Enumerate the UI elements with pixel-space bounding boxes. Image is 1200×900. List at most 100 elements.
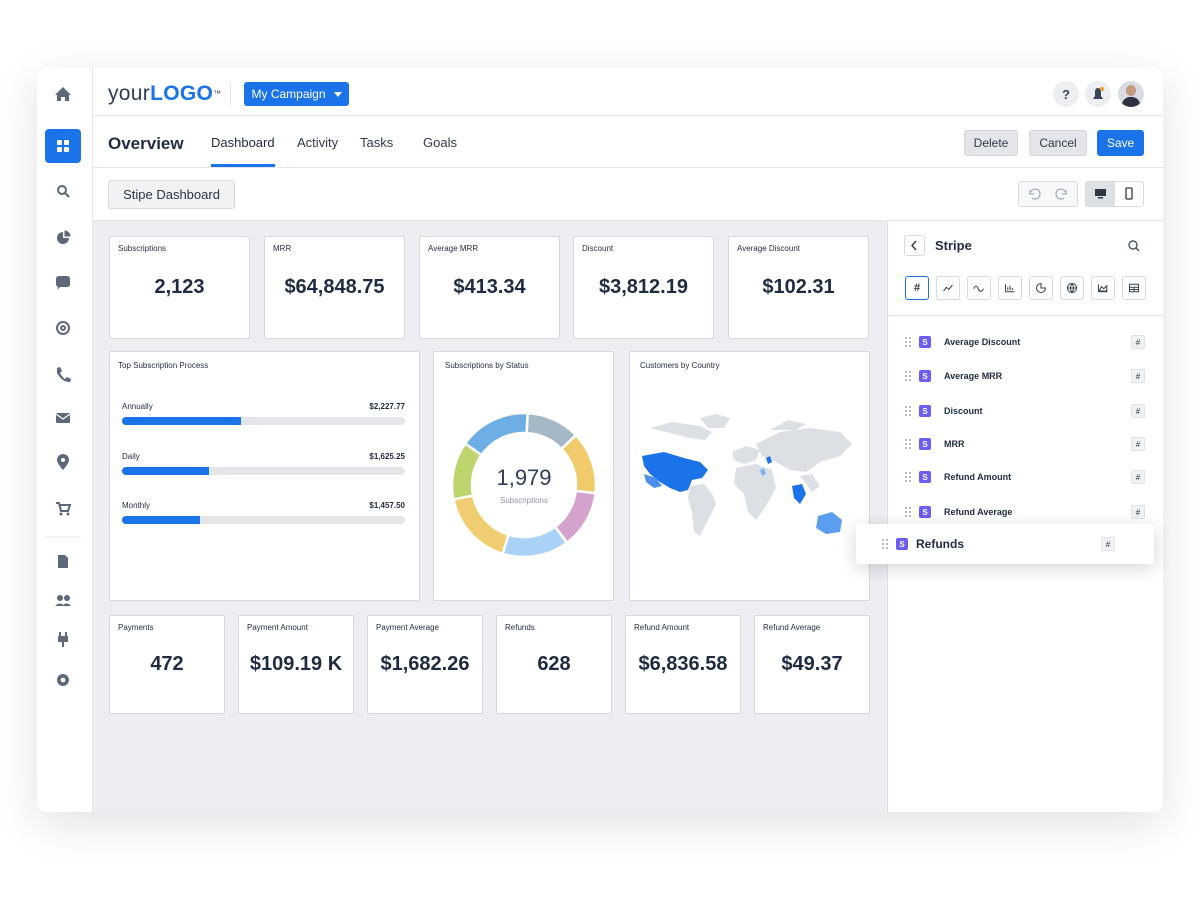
target-icon[interactable] [56, 321, 70, 335]
drag-handle[interactable] [905, 447, 907, 449]
drag-handle[interactable] [909, 515, 911, 517]
widget-name[interactable]: Refunds [916, 537, 964, 551]
widget-name[interactable]: Refund Amount [944, 472, 1012, 482]
widget-type-button[interactable] [998, 276, 1022, 300]
action-button[interactable]: Save [1097, 130, 1144, 156]
dashboard-name-button[interactable]: Stipe Dashboard [108, 180, 235, 209]
drag-handle[interactable] [905, 410, 907, 412]
drag-handle[interactable] [905, 443, 907, 445]
action-button[interactable]: Cancel [1029, 130, 1087, 156]
widget-name[interactable]: Average Discount [944, 337, 1021, 347]
tab[interactable]: Activity [297, 135, 339, 150]
integrations-icon[interactable] [58, 632, 68, 647]
widget-type-button[interactable] [1091, 276, 1115, 300]
reports-icon[interactable] [57, 230, 71, 245]
drag-handle[interactable] [909, 414, 911, 416]
panel-search-icon[interactable] [1128, 240, 1138, 250]
tab[interactable]: Dashboard [211, 135, 275, 150]
tab[interactable]: Tasks [360, 135, 394, 150]
drag-handle[interactable] [909, 375, 911, 377]
drag-handle[interactable] [905, 375, 907, 377]
drag-handle[interactable] [905, 337, 907, 339]
drag-handle[interactable] [886, 547, 888, 549]
drag-handle[interactable] [909, 511, 911, 513]
kpi-value: $1,682.26 [380, 652, 470, 675]
kpi-card: Refund Amount $6,836.58 [625, 615, 741, 714]
user-avatar[interactable] [1118, 81, 1144, 107]
widget-type-button[interactable] [967, 276, 991, 300]
drag-handle[interactable] [905, 472, 907, 474]
drag-handle[interactable] [886, 543, 888, 545]
drag-handle[interactable] [905, 371, 907, 373]
drag-handle[interactable] [909, 406, 911, 408]
drag-handle[interactable] [905, 406, 907, 408]
desktop-icon [1095, 189, 1106, 196]
drag-handle[interactable] [909, 472, 911, 474]
drag-handle[interactable] [905, 379, 907, 381]
back-button[interactable] [904, 235, 925, 256]
drag-handle[interactable] [882, 539, 884, 541]
logo[interactable]: yourLOGO™ [108, 82, 221, 106]
widget-name[interactable]: Refund Average [944, 507, 1013, 517]
location-icon[interactable] [57, 454, 69, 470]
drag-handle[interactable] [905, 439, 907, 441]
kpi-value: $6,836.58 [638, 652, 728, 675]
tab[interactable]: Goals [423, 135, 457, 150]
campaign-dropdown[interactable]: My Campaign [244, 82, 349, 106]
search-icon[interactable] [57, 185, 70, 198]
widget-type-button[interactable] [936, 276, 960, 300]
widget-type-button[interactable] [1122, 276, 1146, 300]
dropdown-caret [333, 91, 342, 97]
cart-icon[interactable] [56, 502, 72, 516]
panel-title: Stripe [935, 238, 972, 253]
kpi-card: Refunds 628 [496, 615, 612, 714]
home-icon[interactable] [55, 87, 71, 101]
drag-handle[interactable] [905, 507, 907, 509]
widget-type-icon [1128, 283, 1140, 293]
drag-handle[interactable] [909, 439, 911, 441]
drag-handle[interactable] [909, 476, 911, 478]
drag-handle[interactable] [905, 515, 907, 517]
drag-handle[interactable] [905, 511, 907, 513]
drag-handle[interactable] [905, 480, 907, 482]
chat-icon[interactable] [56, 276, 70, 290]
mobile-icon[interactable] [1125, 187, 1133, 200]
bar-label: Daily [122, 451, 140, 461]
widget-type-button[interactable] [1029, 276, 1053, 300]
widget-type-button[interactable]: # [905, 276, 929, 300]
users-icon[interactable] [55, 595, 71, 606]
drag-handle[interactable] [909, 507, 911, 509]
document-icon[interactable] [58, 555, 68, 568]
drag-handle[interactable] [909, 341, 911, 343]
help-button[interactable]: ? [1053, 81, 1079, 107]
widget-name[interactable]: Discount [944, 406, 983, 416]
drag-handle[interactable] [905, 414, 907, 416]
action-button[interactable]: Delete [964, 130, 1018, 156]
mail-icon[interactable] [55, 413, 71, 423]
drag-handle[interactable] [909, 337, 911, 339]
widget-name[interactable]: Average MRR [944, 371, 1003, 381]
drag-handle[interactable] [905, 476, 907, 478]
document-icon [58, 555, 68, 568]
widget-type-button[interactable] [1060, 276, 1084, 300]
drag-handle[interactable] [909, 480, 911, 482]
drag-handle[interactable] [909, 447, 911, 449]
widget-name[interactable]: MRR [944, 439, 965, 449]
drag-handle[interactable] [909, 443, 911, 445]
undo-icon[interactable] [1029, 188, 1041, 200]
drag-handle[interactable] [909, 371, 911, 373]
phone-icon[interactable] [57, 367, 71, 382]
redo-icon[interactable] [1055, 188, 1067, 200]
settings-icon[interactable] [57, 674, 69, 686]
drag-handle[interactable] [909, 345, 911, 347]
drag-handle[interactable] [882, 543, 884, 545]
drag-handle[interactable] [882, 547, 884, 549]
cart-icon [56, 502, 72, 512]
drag-handle[interactable] [905, 341, 907, 343]
drag-handle[interactable] [909, 410, 911, 412]
drag-handle[interactable] [905, 345, 907, 347]
drag-handle[interactable] [886, 539, 888, 541]
drag-handle[interactable] [909, 379, 911, 381]
dashboards-icon[interactable] [57, 140, 69, 152]
